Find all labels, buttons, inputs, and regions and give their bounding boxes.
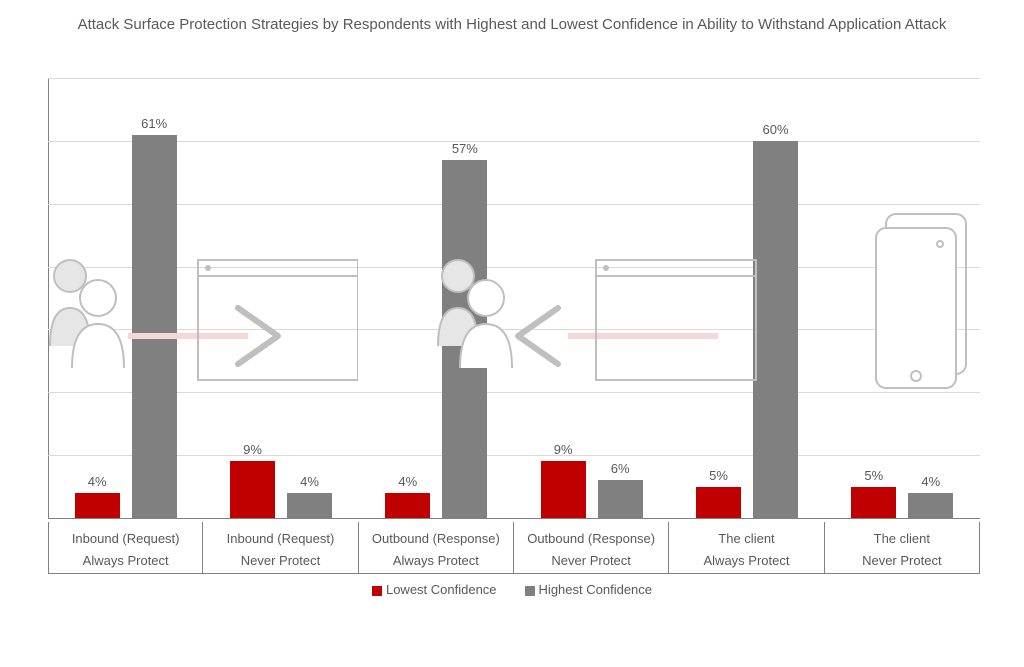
bar-lowest-confidence: [696, 487, 741, 518]
gridline: [48, 141, 980, 142]
bar-value-label: 4%: [378, 474, 438, 489]
bar-value-label: 6%: [590, 461, 650, 476]
legend-item: Highest Confidence: [525, 582, 652, 597]
bar-highest-confidence: [908, 493, 953, 518]
bar-highest-confidence: [753, 141, 798, 518]
bar-value-label: 4%: [901, 474, 961, 489]
x-category: The clientNever Protect: [825, 522, 980, 574]
chart-title: Attack Surface Protection Strategies by …: [0, 14, 1024, 35]
client-illustration: [868, 208, 978, 398]
bar-lowest-confidence: [851, 487, 896, 518]
legend-item: Lowest Confidence: [372, 582, 497, 597]
bar-highest-confidence: [598, 480, 643, 518]
bar-value-label: 9%: [223, 442, 283, 457]
x-category: Outbound (Response)Never Protect: [514, 522, 669, 574]
bar-value-label: 9%: [533, 442, 593, 457]
bar-value-label: 4%: [67, 474, 127, 489]
x-category: Inbound (Request)Never Protect: [203, 522, 358, 574]
x-category: The clientAlways Protect: [669, 522, 824, 574]
bar-highest-confidence: [287, 493, 332, 518]
bar-highest-confidence: [442, 160, 487, 518]
bar-value-label: 60%: [746, 122, 806, 137]
gridline: [48, 392, 980, 393]
bar-lowest-confidence: [230, 461, 275, 518]
gridline: [48, 267, 980, 268]
gridline: [48, 455, 980, 456]
x-axis-line: [48, 518, 980, 519]
bar-value-label: 4%: [280, 474, 340, 489]
gridline: [48, 204, 980, 205]
gridline: [48, 78, 980, 79]
bar-lowest-confidence: [385, 493, 430, 518]
x-category: Outbound (Response)Always Protect: [359, 522, 514, 574]
chart-plot: 4%61%9%4%4%57%9%6%5%60%5%4% Inbound (Req…: [48, 78, 980, 518]
bar-value-label: 5%: [844, 468, 904, 483]
bar-value-label: 57%: [435, 141, 495, 156]
bar-value-label: 61%: [124, 116, 184, 131]
bar-highest-confidence: [132, 135, 177, 518]
gridline: [48, 329, 980, 330]
y-axis-line: [48, 78, 49, 518]
bar-value-label: 5%: [689, 468, 749, 483]
inbound-illustration: [48, 228, 358, 398]
bar-lowest-confidence: [541, 461, 586, 518]
bar-lowest-confidence: [75, 493, 120, 518]
legend-swatch: [525, 586, 535, 596]
chart-legend: Lowest Confidence Highest Confidence: [0, 581, 1024, 597]
x-category: Inbound (Request)Always Protect: [48, 522, 203, 574]
legend-swatch: [372, 586, 382, 596]
